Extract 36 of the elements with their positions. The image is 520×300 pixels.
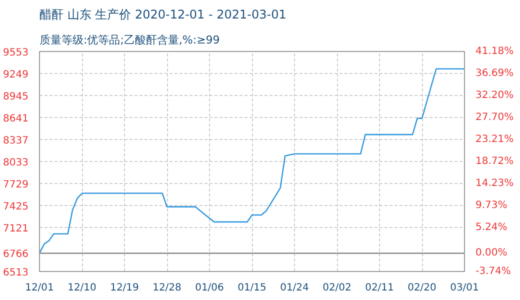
y2-tick-label: 32.20%: [476, 90, 514, 101]
y-tick-label: 9249: [3, 70, 29, 80]
y-tick-label: 6766: [3, 249, 29, 260]
y-tick-label: 8945: [3, 92, 29, 102]
x-tick-label: 03/01: [450, 282, 479, 294]
y-tick-label: 7121: [3, 224, 29, 234]
x-tick-label: 02/11: [365, 282, 394, 294]
y2-tick-label: -3.74%: [476, 266, 511, 277]
x-tick-label: 12/28: [152, 282, 182, 294]
y2-tick-label: 27.70%: [476, 112, 514, 124]
x-tick-label: 01/06: [195, 282, 224, 294]
y2-tick-label: 41.18%: [476, 46, 514, 57]
y2-tick-label: 5.24%: [476, 222, 508, 234]
y2-tick-label: 9.73%: [476, 200, 508, 212]
y2-tick-label: 14.23%: [476, 178, 514, 189]
y2-tick-label: 23.21%: [476, 134, 514, 146]
x-tick-label: 01/24: [280, 282, 309, 294]
y-tick-label: 7729: [3, 180, 29, 190]
x-tick-label: 02/02: [322, 282, 352, 294]
chart-subtitle: 质量等级:优等品;乙酸酐含量,%:≥99: [40, 34, 220, 46]
y-tick-label: 6513: [3, 268, 29, 278]
y-tick-label: 7425: [3, 202, 29, 212]
y-tick-label: 8337: [3, 136, 29, 146]
y-tick-label: 8641: [3, 114, 29, 124]
y2-tick-label: 18.72%: [476, 156, 514, 167]
line-series: [40, 68, 464, 254]
chart-title: 醋酐 山东 生产价 2020-12-01 - 2021-03-01: [40, 8, 286, 22]
x-tick-label: 12/19: [110, 282, 139, 294]
y-tick-label: 8033: [3, 158, 29, 168]
y2-tick-label: 36.69%: [476, 68, 514, 79]
x-tick-label: 02/20: [408, 282, 436, 294]
x-tick-label: 12/10: [68, 282, 96, 294]
x-tick-label: 01/15: [238, 282, 266, 294]
y-tick-label: 9553: [3, 48, 29, 58]
y2-tick-label: 0.00%: [476, 248, 508, 259]
x-tick-label: 12/01: [25, 282, 54, 294]
